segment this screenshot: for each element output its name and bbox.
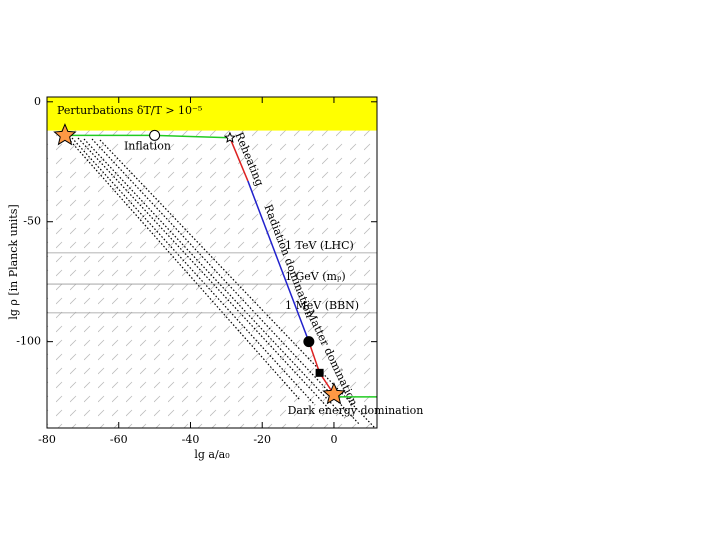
marker-dot — [303, 336, 315, 348]
plot-frame — [46, 96, 378, 429]
x-tick-label: -60 — [110, 433, 128, 446]
x-tick-label: 0 — [330, 433, 337, 446]
band-label: Perturbations δT/T > 10⁻⁵ — [57, 104, 202, 117]
series-label: Inflation — [124, 140, 171, 153]
y-axis-label: lg ρ [in Planck units] — [7, 204, 20, 319]
x-tick-label: -40 — [182, 433, 200, 446]
series-line — [229, 137, 249, 182]
x-tick-label: -80 — [38, 433, 56, 446]
marker-circle — [149, 129, 161, 141]
band — [47, 97, 377, 131]
marker-square — [315, 368, 324, 377]
x-tick-label: -20 — [253, 433, 271, 446]
series-label: Dark energy domination — [288, 404, 424, 417]
dotted-tracks — [65, 135, 376, 428]
y-tick-label: 0 — [34, 95, 41, 108]
reference-label: 1 TeV (LHC) — [285, 239, 354, 252]
series-line — [247, 180, 310, 342]
marker-star — [322, 382, 346, 405]
marker-star — [223, 131, 236, 143]
x-axis-label: lg a/a₀ — [194, 448, 230, 461]
reference-label: 1 GeV (mₚ) — [285, 270, 346, 283]
y-tick-label: -50 — [23, 215, 41, 228]
marker-star — [53, 123, 77, 146]
reference-label: 1 MeV (BBN) — [285, 299, 359, 312]
y-tick-label: -100 — [16, 335, 41, 348]
